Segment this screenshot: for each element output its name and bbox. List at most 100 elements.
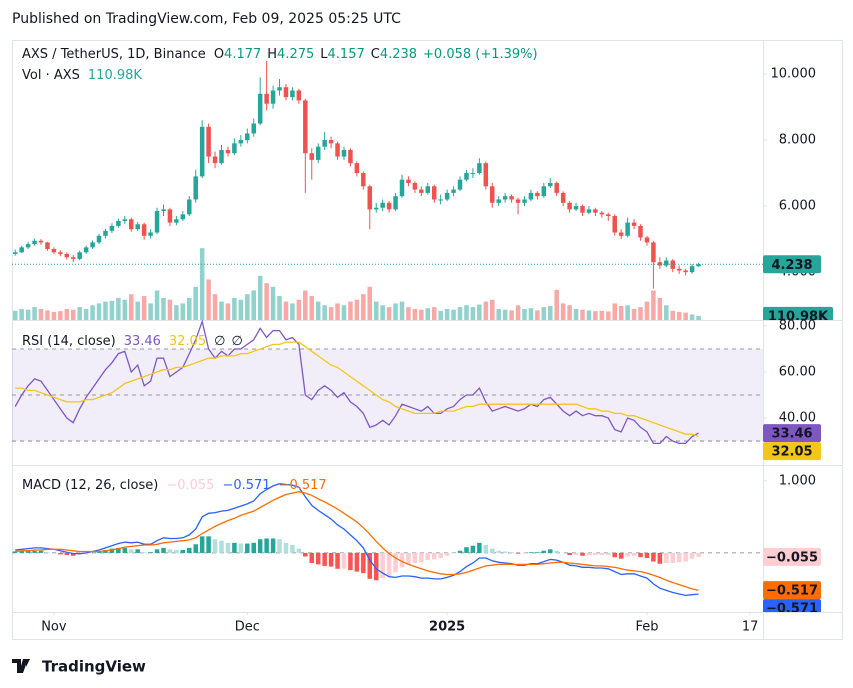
candle-body <box>554 182 559 193</box>
histogram-bar <box>25 550 31 553</box>
histogram-bar <box>12 551 18 553</box>
candle-body <box>257 93 263 124</box>
candle-body <box>631 222 637 226</box>
candle-body <box>689 266 695 273</box>
histogram-bar <box>689 552 695 559</box>
candle-body <box>90 242 95 248</box>
volume-bar <box>638 307 643 320</box>
volume-bar <box>335 303 340 320</box>
histogram-bar <box>483 544 489 553</box>
price-legend: AXS / TetherUS, 1D, Binance O4.177 H4.275 L… <box>22 47 538 62</box>
histogram-bar <box>103 550 108 553</box>
value-badges: 33.46 32.05 <box>763 424 821 461</box>
histogram-bar <box>425 552 431 561</box>
candle-body <box>509 196 514 200</box>
histogram-bar <box>412 552 418 563</box>
volume-bar <box>496 308 501 320</box>
legend-value: −0.517 <box>279 478 327 493</box>
candle-body <box>161 209 166 212</box>
candle-body <box>70 257 76 259</box>
histogram-bar <box>599 552 605 556</box>
candle-body <box>96 235 102 243</box>
pane <box>12 60 763 320</box>
histogram-bar <box>290 544 295 553</box>
candle-body <box>535 192 540 197</box>
histogram-bar <box>38 550 44 553</box>
volume-bar <box>83 308 89 320</box>
indicator-line <box>15 491 699 591</box>
legend-key: L <box>320 47 328 62</box>
volume-bar <box>554 289 559 320</box>
histogram-bar <box>206 536 211 553</box>
volume-bar <box>438 310 443 320</box>
volume-bar <box>251 290 256 320</box>
brand-name: TradingView <box>42 658 146 676</box>
volume-bar <box>444 308 450 320</box>
histogram-bar <box>612 552 617 558</box>
histogram-bar <box>567 552 572 556</box>
volume-bar <box>689 314 695 320</box>
volume-bar <box>477 304 482 320</box>
histogram-bar <box>696 552 701 557</box>
value-badge <box>763 255 821 274</box>
candle-body <box>174 219 179 223</box>
histogram-bar <box>593 552 598 556</box>
candle-body <box>580 206 585 213</box>
histogram-bar <box>193 544 198 553</box>
histogram-bar <box>515 552 521 554</box>
candle-body <box>399 179 405 197</box>
legend-value: −0.055 <box>166 478 214 493</box>
value-badge <box>763 547 821 566</box>
volume-bar <box>541 307 547 320</box>
volume-bar <box>373 301 379 320</box>
volume-bar <box>599 310 605 320</box>
candle-body <box>644 237 650 243</box>
histogram-bar <box>135 549 140 553</box>
histogram-bar <box>419 552 424 563</box>
volume-bar <box>386 307 392 320</box>
volume-bar <box>303 290 308 320</box>
volume-bar <box>457 307 463 320</box>
volume-bar <box>70 309 76 320</box>
candle-body <box>354 163 360 174</box>
histogram-bar <box>219 540 224 553</box>
candle-body <box>283 87 289 98</box>
histogram-bar <box>32 550 37 553</box>
candle-body <box>502 196 508 200</box>
histogram-bar <box>225 542 231 553</box>
histogram-bar <box>109 548 115 553</box>
volume-bar <box>406 307 411 320</box>
volume-bar <box>232 297 237 320</box>
legend-value: 4.177 <box>224 47 261 62</box>
candle-body <box>290 90 295 98</box>
volume-bar <box>489 299 495 320</box>
volume-bar <box>631 308 637 320</box>
histogram-bar <box>296 548 302 553</box>
candle-body <box>612 215 617 233</box>
histogram-bar <box>264 538 269 553</box>
volume-bar <box>180 303 186 320</box>
candle-body <box>586 209 592 213</box>
volume-bar <box>683 312 688 320</box>
histogram-bar <box>348 552 353 571</box>
volume-bar <box>51 311 57 320</box>
volume-bar <box>367 286 373 320</box>
rsi-title: RSI (14, close) <box>22 334 116 349</box>
volume-bar <box>45 310 50 320</box>
candle-body <box>219 149 224 164</box>
volume-bar <box>187 297 192 320</box>
volume-bar <box>573 308 579 320</box>
candle-body <box>496 199 501 203</box>
histogram-bar <box>232 542 237 553</box>
indicator-line <box>14 320 699 445</box>
candle-body <box>373 207 379 210</box>
volume-bar <box>593 311 598 320</box>
pane <box>12 483 763 597</box>
histogram-bar <box>618 552 624 559</box>
legend-value: 110.98K <box>88 68 142 83</box>
legend-na: ∅ <box>214 334 225 349</box>
histogram-bar <box>509 552 514 553</box>
histogram-bar <box>270 538 276 553</box>
value-badge-label: 110.98K <box>768 309 829 324</box>
candle-body <box>270 90 276 104</box>
